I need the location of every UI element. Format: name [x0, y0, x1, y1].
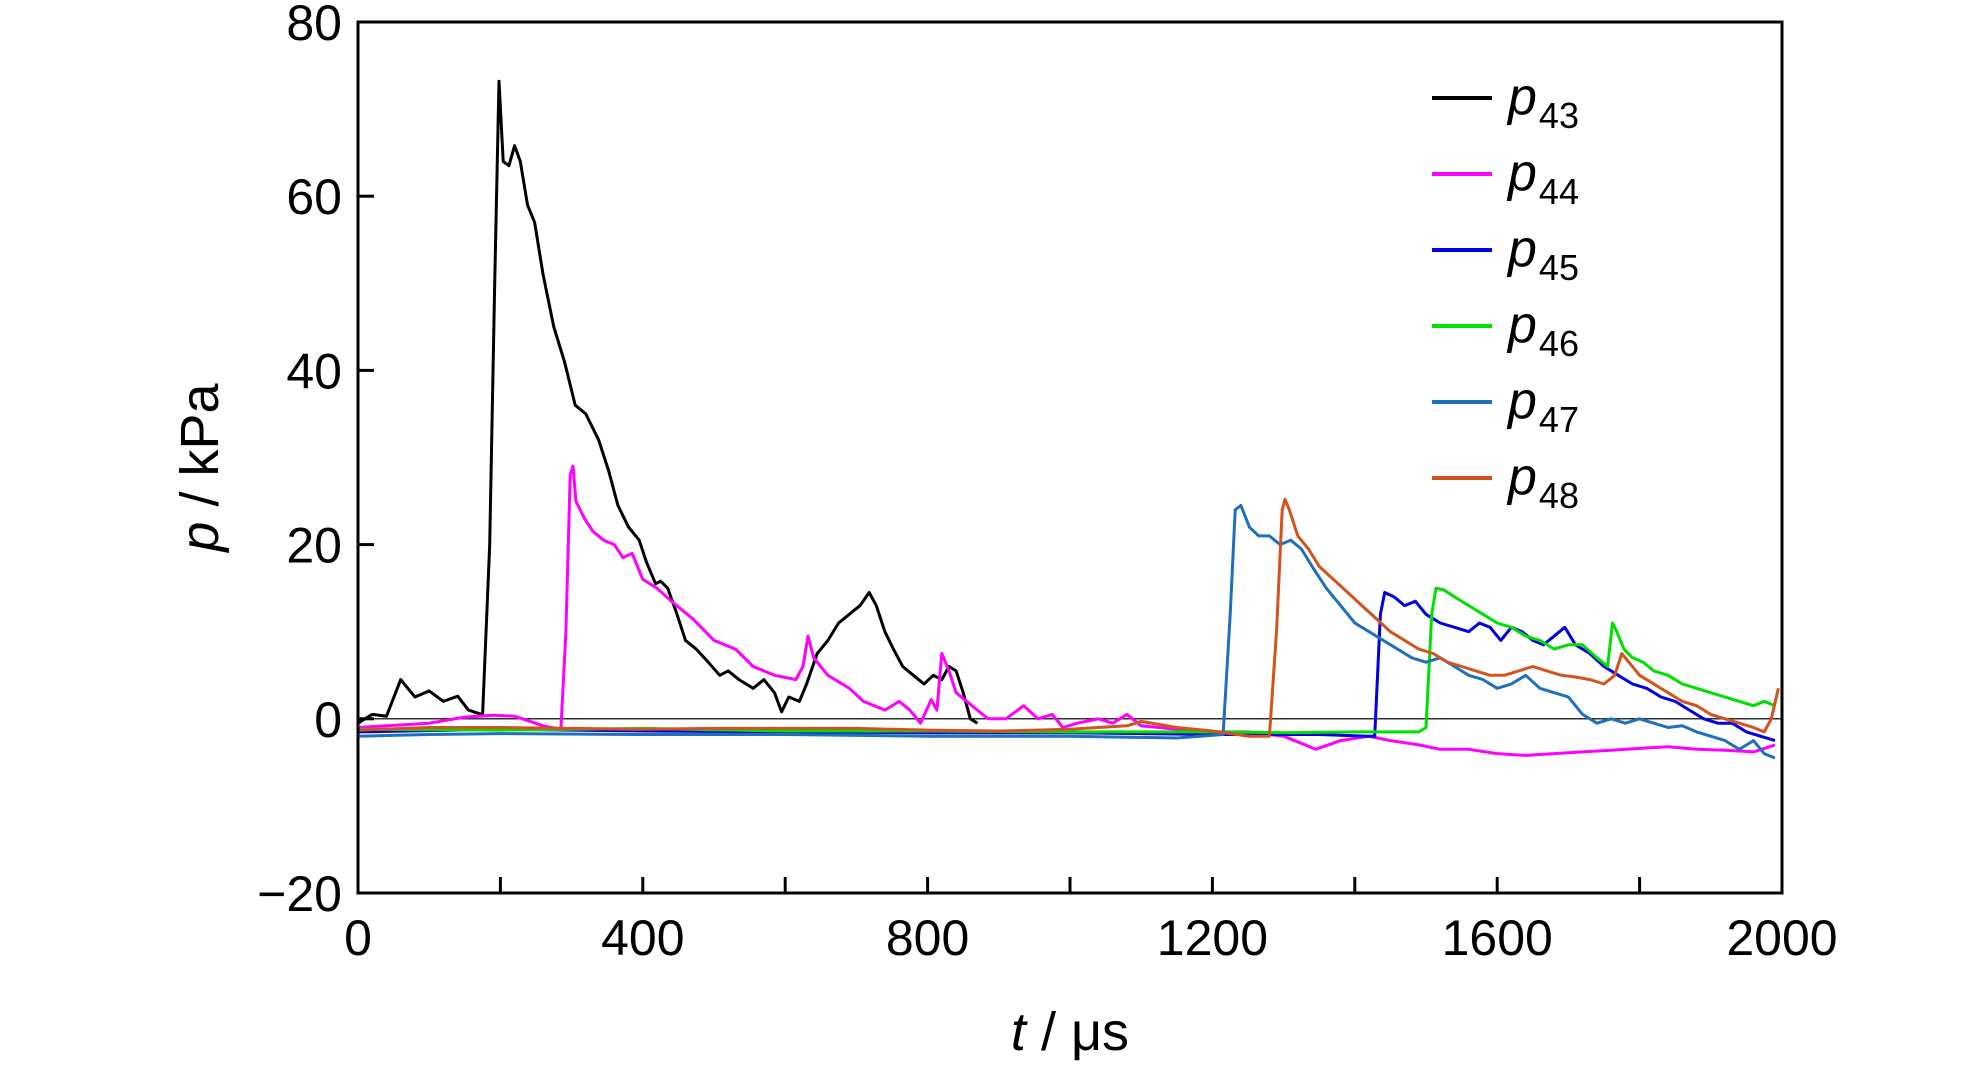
- x-tick-label: 400: [601, 910, 684, 966]
- plot-area: [357, 79, 1782, 760]
- legend-label-p48: p48: [1506, 448, 1579, 516]
- y-tick-label: 20: [286, 518, 342, 574]
- x-tick-label: 2000: [1726, 910, 1837, 966]
- series-line-p45: [357, 591, 1776, 743]
- y-tick-label: 0: [314, 692, 342, 748]
- legend-label-p43: p43: [1506, 68, 1579, 136]
- series-line-p46: [357, 586, 1776, 735]
- y-tick-label: 60: [286, 169, 342, 225]
- x-tick-label: 1600: [1442, 910, 1553, 966]
- x-tick-label: 800: [886, 910, 969, 966]
- series-line-p43: [357, 79, 979, 725]
- legend-label-p44: p44: [1506, 144, 1579, 212]
- series-line-p48: [357, 497, 1780, 738]
- legend: p43 p44 p45 p46 p47 p48: [1432, 68, 1579, 516]
- x-tick-label: 1200: [1157, 910, 1268, 966]
- legend-label-p46: p46: [1506, 296, 1579, 364]
- x-tick-label: 0: [344, 910, 372, 966]
- y-axis-label: p / kPa: [170, 382, 230, 553]
- series-line-p47: [357, 503, 1776, 760]
- legend-label-p45: p45: [1506, 220, 1579, 288]
- legend-label-p47: p47: [1506, 372, 1579, 440]
- y-tick-label: 80: [286, 0, 342, 51]
- x-axis-label: t / μs: [1011, 1002, 1129, 1062]
- y-tick-label: 40: [286, 343, 342, 399]
- series-line-p44: [357, 464, 1776, 757]
- y-tick-label: −20: [257, 866, 342, 922]
